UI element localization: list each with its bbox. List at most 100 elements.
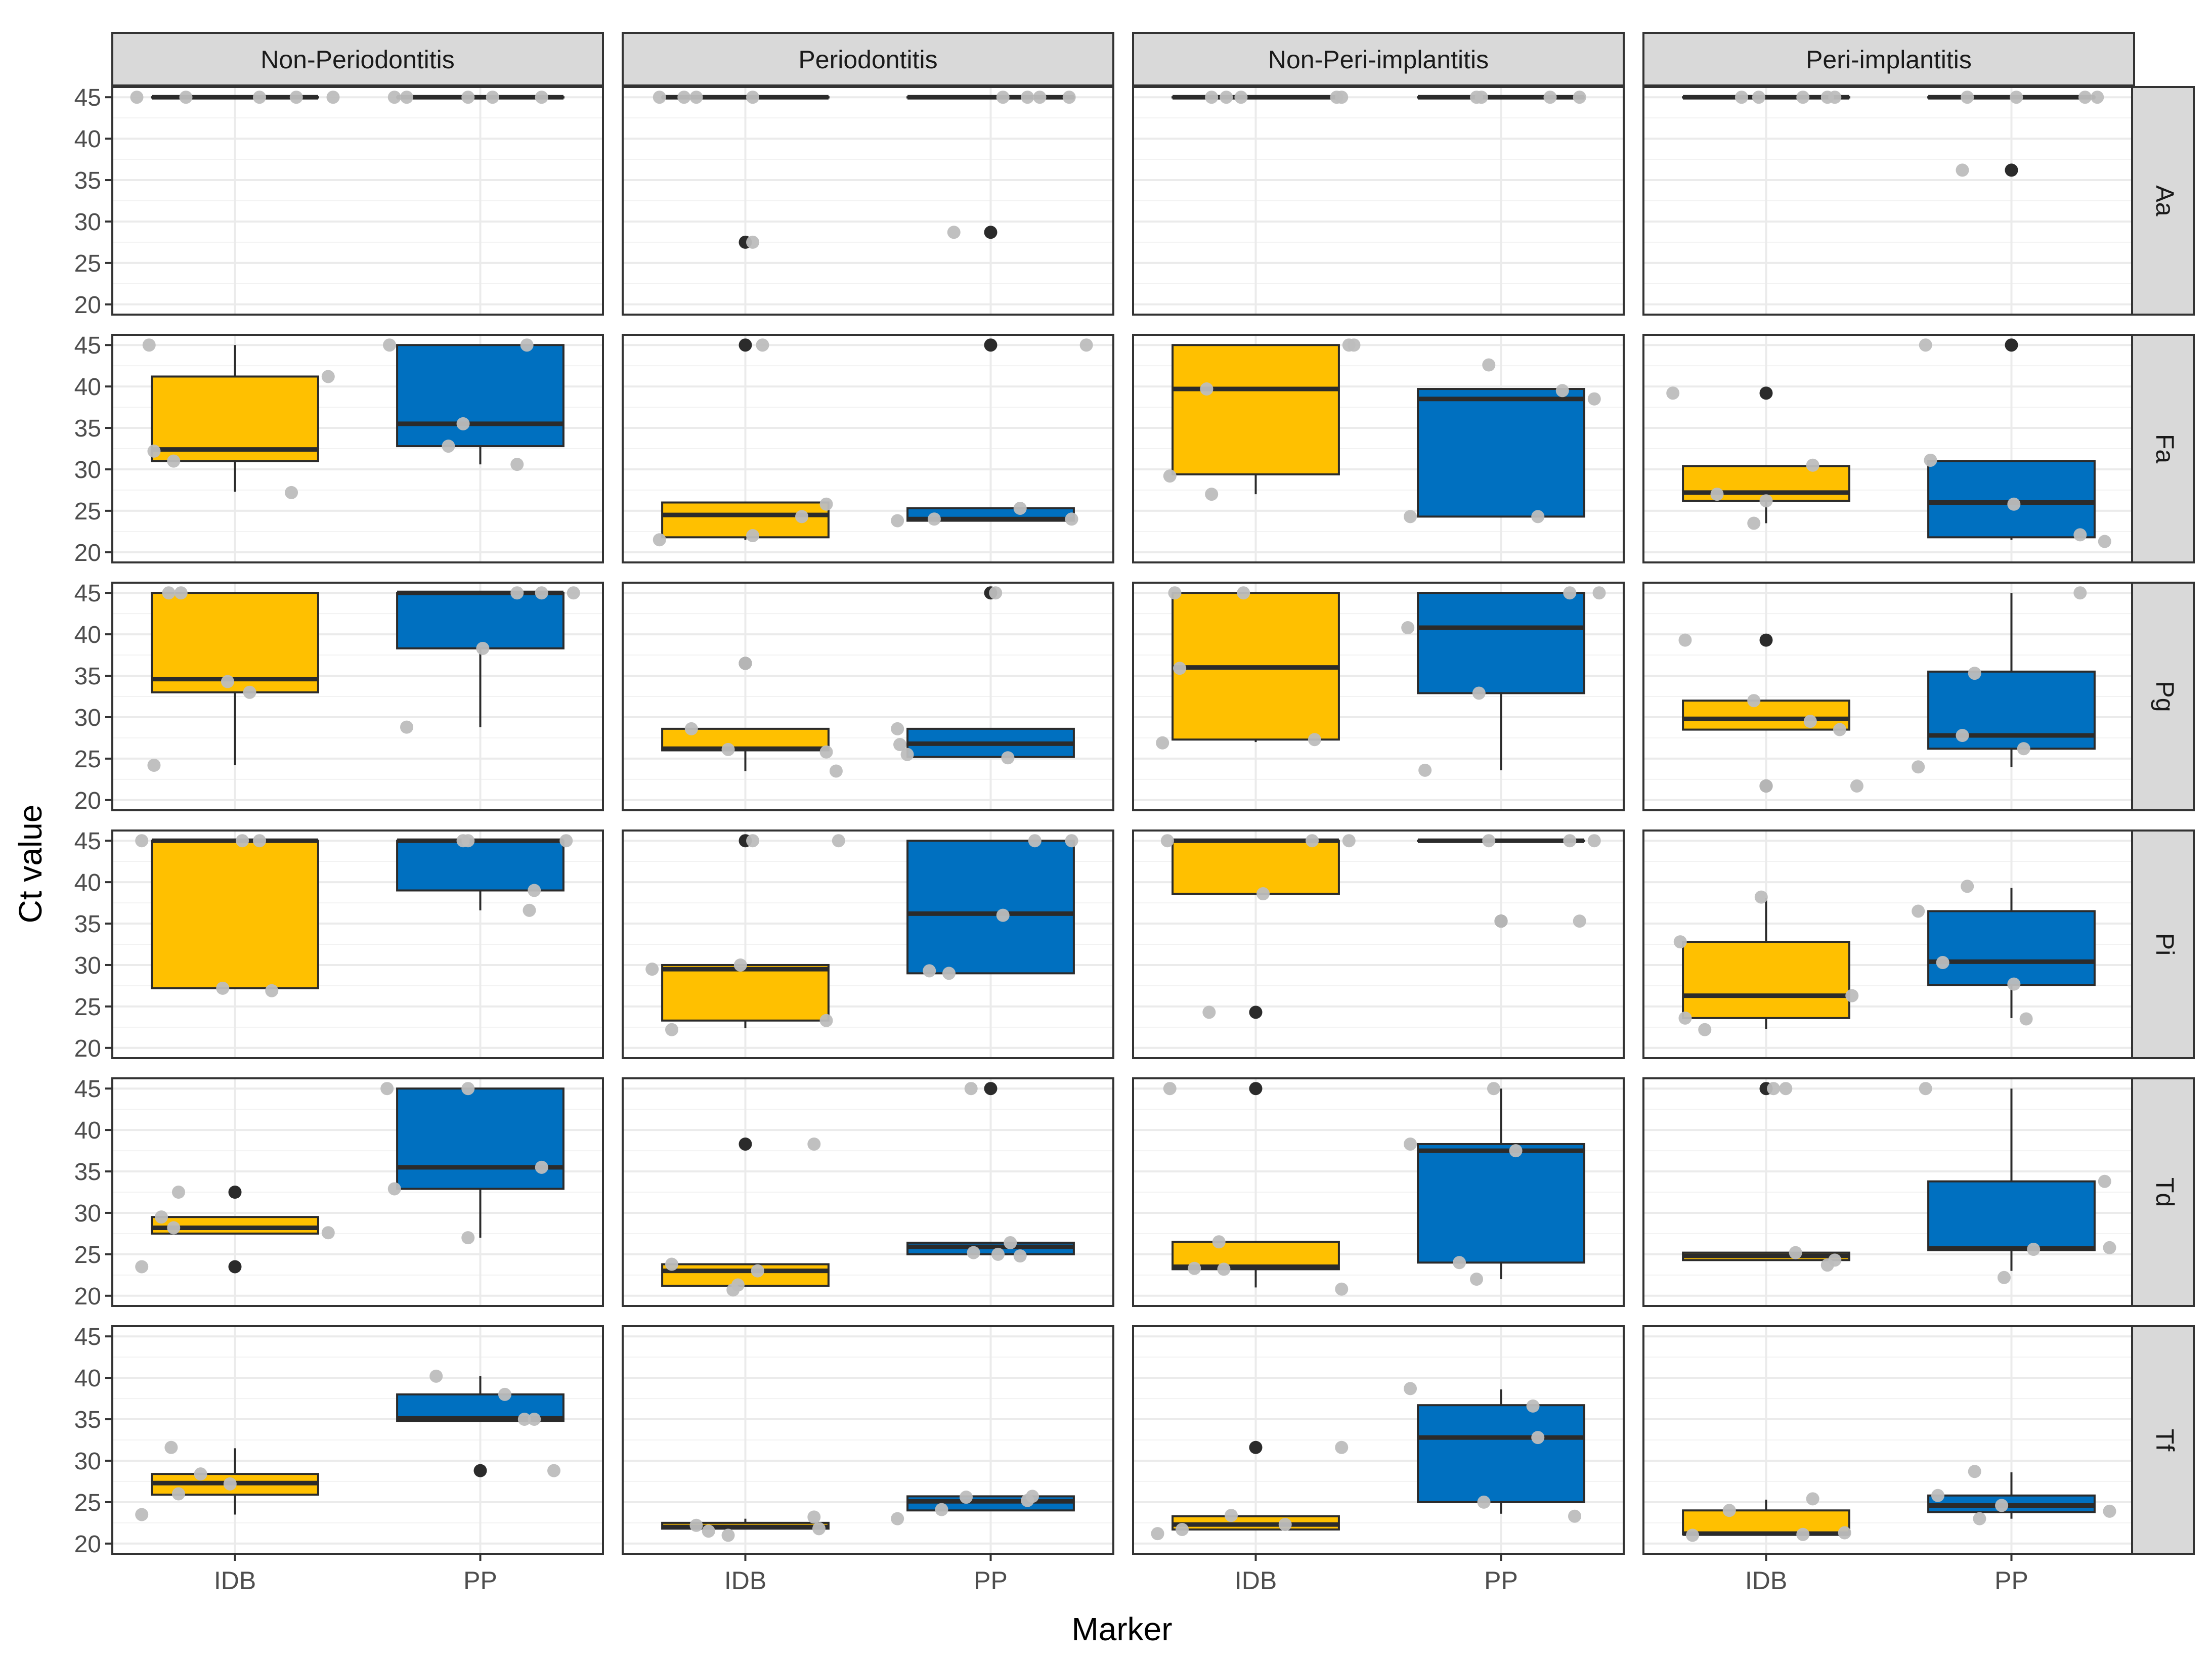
- jitter-point: [1936, 956, 1949, 970]
- box-idb: [1163, 338, 1361, 501]
- jitter-point: [819, 497, 833, 511]
- x-tick-label: IDB: [1745, 1566, 1787, 1595]
- box-pp: [891, 338, 1093, 528]
- y-tick-label: 45: [74, 1324, 101, 1350]
- jitter-point: [923, 964, 936, 978]
- panel-border: [111, 1325, 604, 1555]
- panel-border: [1132, 1325, 1625, 1555]
- row-strip-box: [2131, 582, 2195, 811]
- box-pp: [906, 1082, 1075, 1263]
- box-pp: [906, 91, 1076, 239]
- box-body: [151, 375, 319, 462]
- jitter-point: [1747, 694, 1761, 708]
- y-tick-label: 35: [74, 1407, 101, 1433]
- box-idb: [1666, 386, 1850, 530]
- outlier-point: [984, 338, 997, 352]
- jitter-point: [1474, 91, 1488, 104]
- outlier-point: [228, 1260, 242, 1274]
- jitter-point: [665, 1257, 678, 1271]
- jitter-point: [1212, 1235, 1226, 1249]
- jitter-point: [383, 338, 397, 352]
- jitter-point: [1747, 516, 1761, 530]
- jitter-point: [900, 748, 914, 761]
- box-body: [1682, 941, 1850, 1019]
- jitter-point: [1678, 1011, 1692, 1025]
- jitter-point: [751, 1264, 764, 1278]
- box-pp: [1927, 91, 2104, 177]
- jitter-point: [1961, 880, 1974, 893]
- y-tick-label: 45: [74, 1076, 101, 1103]
- jitter-point: [1470, 1273, 1483, 1286]
- y-tick-label: 30: [74, 1200, 101, 1227]
- box-pp: [396, 586, 580, 734]
- box-idb: [653, 91, 830, 249]
- box-pp: [1919, 1082, 2116, 1284]
- jitter-point: [1587, 834, 1601, 848]
- jitter-point: [523, 903, 536, 917]
- jitter-point: [520, 338, 534, 352]
- jitter-point: [689, 1518, 703, 1532]
- outlier-point: [228, 1186, 242, 1199]
- jitter-point: [130, 91, 144, 104]
- box-pp: [1404, 1082, 1585, 1286]
- jitter-point: [1754, 890, 1768, 904]
- jitter-point: [1828, 91, 1842, 104]
- row-strip-label: Fa: [2151, 434, 2179, 464]
- jitter-point: [1759, 779, 1773, 793]
- panel-border: [622, 1325, 1114, 1555]
- jitter-point: [746, 235, 760, 249]
- jitter-point: [1592, 586, 1606, 600]
- jitter-point: [1961, 91, 1974, 104]
- jitter-point: [380, 1082, 394, 1096]
- y-tick-label: 30: [74, 705, 101, 731]
- column-strip-label: Non-Periodontitis: [261, 46, 455, 74]
- box-pp: [396, 1369, 565, 1477]
- jitter-point: [1308, 733, 1321, 747]
- outlier-point: [739, 338, 752, 352]
- panel: [111, 86, 604, 316]
- panel: [622, 1325, 1114, 1555]
- box-idb: [1156, 586, 1340, 750]
- box-body: [1417, 388, 1585, 518]
- box-pp: [891, 1490, 1075, 1525]
- jitter-point: [2098, 1174, 2111, 1188]
- jitter-point: [326, 91, 340, 104]
- jitter-point: [756, 338, 769, 352]
- jitter-point: [1306, 834, 1319, 848]
- jitter-point: [927, 512, 941, 526]
- jitter-point: [535, 586, 548, 600]
- jitter-point: [1404, 510, 1417, 523]
- panel-border: [622, 86, 1114, 316]
- box-body: [1417, 1404, 1585, 1503]
- jitter-point: [1256, 887, 1270, 901]
- jitter-point: [1335, 1440, 1349, 1454]
- box-body: [661, 964, 830, 1022]
- jitter-point: [2007, 497, 2021, 511]
- jitter-point: [1163, 469, 1177, 483]
- box-idb: [142, 338, 335, 499]
- jitter-point: [167, 1221, 181, 1235]
- jitter-point: [1163, 1082, 1177, 1096]
- jitter-point: [795, 510, 809, 523]
- jitter-point: [253, 91, 266, 104]
- box-idb: [1673, 890, 1859, 1036]
- jitter-point: [653, 533, 666, 547]
- panel-border: [111, 334, 604, 563]
- jitter-point: [1924, 453, 1937, 467]
- y-tick-label: 20: [74, 292, 101, 319]
- jitter-point: [2103, 1241, 2116, 1254]
- jitter-point: [1494, 914, 1508, 928]
- y-axis: 20 25 30 35 40 45: [74, 828, 112, 1062]
- jitter-point: [216, 981, 230, 995]
- jitter-point: [1838, 1526, 1851, 1540]
- panel-border: [111, 582, 604, 811]
- box-pp: [1912, 586, 2096, 774]
- jitter-point: [1698, 1023, 1712, 1036]
- jitter-point: [171, 1487, 185, 1501]
- x-axis-title: Marker: [1071, 1611, 1172, 1647]
- jitter-point: [1021, 91, 1034, 104]
- jitter-point: [1735, 91, 1748, 104]
- jitter-point: [528, 884, 541, 897]
- box-idb: [1160, 834, 1356, 1019]
